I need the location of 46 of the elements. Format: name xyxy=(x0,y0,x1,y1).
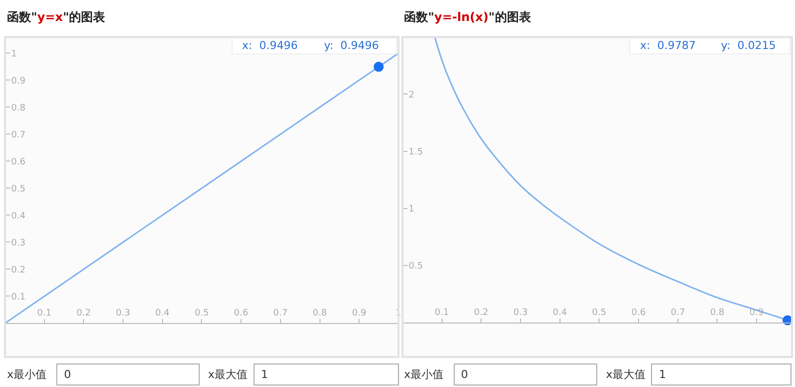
chart-title: 函数"y=x"的图表 xyxy=(7,10,106,24)
x-tick-label: 0.4 xyxy=(155,308,170,319)
text: x最小值 xyxy=(404,368,444,381)
annotation: x: 0.9496 xyxy=(242,39,298,52)
x-tick-label: 0.6 xyxy=(234,308,249,319)
text: x最大值 xyxy=(606,368,646,381)
y-tick-label: 0.5 xyxy=(408,262,424,272)
y-tick-label: 0.5 xyxy=(11,184,26,194)
y-tick-label: 0.3 xyxy=(11,238,26,248)
x-tick-label: 0.5 xyxy=(592,308,606,318)
x-tick-label: 0.9 xyxy=(749,308,764,318)
text: 1 xyxy=(659,368,666,381)
x-tick-label: 0.8 xyxy=(312,308,328,319)
y-tick-label: 1 xyxy=(408,204,414,215)
annotation: y: 0.9496 xyxy=(324,39,379,52)
x-tick-label: 0.5 xyxy=(194,308,209,319)
x-tick-label: 0.3 xyxy=(116,308,130,319)
annotation: y: 0.0215 xyxy=(721,39,776,52)
x-tick-label: 0.9 xyxy=(352,308,367,319)
x-tick-label: 0.2 xyxy=(474,308,488,318)
y-tick-label: 0.9 xyxy=(11,76,26,86)
text: 0 xyxy=(461,368,468,381)
x-tick-label: 0.4 xyxy=(552,308,568,318)
y-tick-label: 0.2 xyxy=(11,265,26,276)
text: 0 xyxy=(64,368,71,381)
x-tick-label: 0.1 xyxy=(37,308,52,319)
x-tick-label: 0.7 xyxy=(670,308,686,318)
x-tick-label: 0.3 xyxy=(513,308,528,318)
y-tick-label: 0.4 xyxy=(11,211,26,222)
x-tick-label: 0.7 xyxy=(273,308,288,319)
y-tick-label: 1 xyxy=(11,49,17,60)
annotation: x: 0.9787 xyxy=(640,39,696,52)
x-tick-label: 0.6 xyxy=(631,308,646,318)
y-tick-label: 0.1 xyxy=(11,292,26,302)
y-tick-label: 0.7 xyxy=(11,130,26,140)
text: x最大值 xyxy=(208,368,248,381)
chart-title: 函数"y=-ln(x)"的图表 xyxy=(404,10,532,24)
x-tick-label: 0.8 xyxy=(710,308,725,318)
text: x最小值 xyxy=(7,368,47,381)
y-tick-label: 2 xyxy=(408,90,414,100)
y-tick-label: 0.8 xyxy=(11,103,26,114)
text: 1 xyxy=(261,368,268,381)
x-tick-label: 0.1 xyxy=(434,308,449,318)
y-tick-label: 0.6 xyxy=(11,157,26,168)
y-tick-label: 1.5 xyxy=(408,147,424,158)
x-tick-label: 0.2 xyxy=(76,308,91,319)
